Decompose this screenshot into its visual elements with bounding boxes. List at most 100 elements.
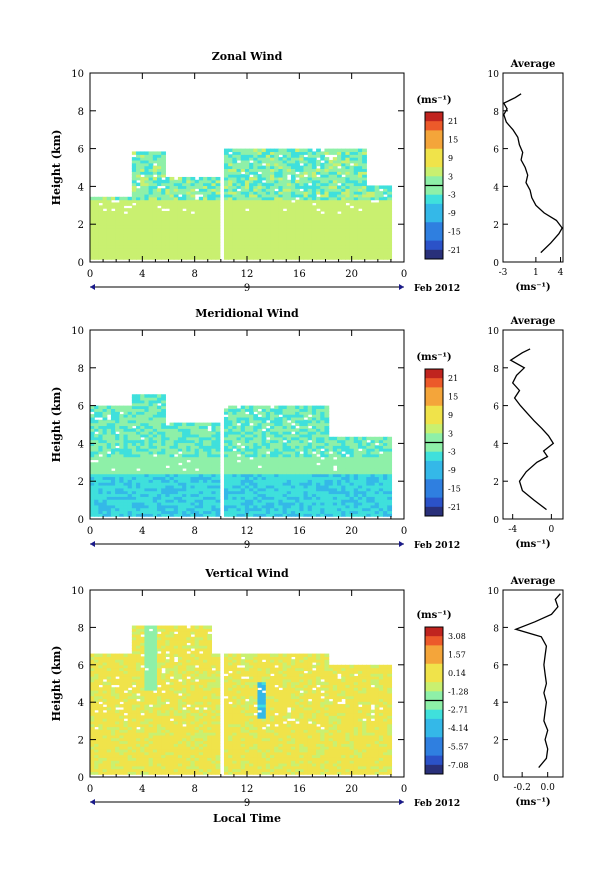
heatmap-cell xyxy=(224,149,229,152)
heatmap-cell xyxy=(157,406,162,409)
heatmap-cell xyxy=(295,406,300,409)
heatmap-cell xyxy=(329,160,334,163)
heatmap-cell xyxy=(253,414,258,417)
heatmap-cell xyxy=(324,157,329,160)
heatmap-cell xyxy=(287,149,292,152)
heatmap-cell xyxy=(366,442,371,445)
heatmap-cell xyxy=(375,202,380,205)
heatmap-cell xyxy=(165,425,170,428)
colorbar-swatch xyxy=(425,378,443,388)
heatmap-cell xyxy=(94,406,99,409)
heatmap-cell xyxy=(316,168,321,171)
heatmap-cell xyxy=(299,454,304,457)
heatmap-cell xyxy=(182,423,187,426)
heatmap-cell xyxy=(287,406,292,409)
heatmap-cell xyxy=(266,454,271,457)
colorbar-swatch xyxy=(425,176,443,186)
colorbar-tick-label: 3 xyxy=(448,172,453,181)
colorbar-swatch xyxy=(425,149,443,159)
heatmap-cell xyxy=(316,465,321,468)
heatmap-cell xyxy=(291,406,296,409)
heatmap-cell xyxy=(383,437,388,440)
x-tick-label: 12 xyxy=(241,526,254,537)
heatmap-cell xyxy=(195,200,200,203)
heatmap-cell xyxy=(379,437,384,440)
heatmap-cell xyxy=(211,177,216,180)
heatmap-cell xyxy=(308,185,313,188)
heatmap-cell xyxy=(337,168,342,171)
heatmap-cell xyxy=(136,188,141,191)
y-tick-label: 4 xyxy=(78,182,84,193)
heatmap-cell xyxy=(153,394,158,397)
heatmap-cell xyxy=(383,197,388,200)
heatmap-cell xyxy=(111,471,116,474)
colorbar-swatch xyxy=(425,406,443,416)
heatmap-cell xyxy=(241,406,246,409)
heatmap-cell xyxy=(174,457,179,460)
x-tick-label: 12 xyxy=(241,269,254,280)
y-tick-label: 6 xyxy=(78,402,84,413)
heatmap-cell xyxy=(283,406,288,409)
panel-title: Meridional Wind xyxy=(195,307,299,320)
heatmap-cell xyxy=(341,177,346,180)
heatmap-cell xyxy=(266,149,271,152)
heatmap-cell xyxy=(182,471,187,474)
x-tick-label: 8 xyxy=(191,526,197,537)
colorbar-tick-label: -9 xyxy=(448,466,456,475)
heatmap-cell xyxy=(136,394,141,397)
heatmap-cell xyxy=(304,406,309,409)
heatmap-cell xyxy=(262,406,267,409)
profile-y-tick-label: 10 xyxy=(488,70,500,80)
colorbar-swatch xyxy=(425,498,443,508)
heatmap-cell xyxy=(387,437,392,440)
heatmap-cell xyxy=(354,437,359,440)
heatmap-cell xyxy=(136,151,141,154)
colorbar-swatch xyxy=(425,424,443,434)
panel-title: Zonal Wind xyxy=(212,50,283,63)
heatmap-cell xyxy=(98,457,103,460)
heatmap-cell xyxy=(299,406,304,409)
x-tick-label: 8 xyxy=(191,269,197,280)
heatmap-cell xyxy=(232,406,237,409)
heatmap-cell xyxy=(140,177,145,180)
heatmap-cell xyxy=(375,445,380,448)
date-bar-end-marker xyxy=(399,541,404,547)
heatmap-cell xyxy=(274,406,279,409)
heatmap-cell xyxy=(270,408,275,411)
heatmap-cell xyxy=(94,434,99,437)
heatmap-cell xyxy=(291,425,296,428)
profile-y-tick-label: 8 xyxy=(493,108,499,118)
heatmap-cell xyxy=(249,163,254,166)
heatmap-cell xyxy=(98,197,103,200)
heatmap-cell xyxy=(308,406,313,409)
heatmap-cell xyxy=(199,177,204,180)
heatmap-cell xyxy=(228,406,233,409)
colorbar-swatch xyxy=(425,250,443,260)
heatmap-cell xyxy=(308,149,313,152)
y-tick-label: 4 xyxy=(78,439,84,450)
heatmap-cell xyxy=(216,423,221,426)
heatmap-cell xyxy=(170,423,175,426)
colorbar-swatch xyxy=(425,121,443,131)
heatmap-cell xyxy=(291,149,296,152)
heatmap-cell xyxy=(144,394,149,397)
heatmap-cell xyxy=(123,197,128,200)
colorbar-swatch xyxy=(425,507,443,517)
x-tick-label: 0 xyxy=(87,269,93,280)
heatmap-cell xyxy=(90,462,95,465)
heatmap-cell xyxy=(341,437,346,440)
heatmap-cell xyxy=(241,149,246,152)
heatmap-cell xyxy=(203,177,208,180)
heatmap-cell xyxy=(329,454,334,457)
colorbar-tick-label: -21 xyxy=(448,246,461,255)
heatmap-cell xyxy=(165,468,170,471)
heatmap-cell xyxy=(320,163,325,166)
colorbar-tick-label: -3 xyxy=(448,191,456,200)
heatmap-cell xyxy=(123,214,128,217)
heatmap-cell xyxy=(308,428,313,431)
heatmap-cell xyxy=(350,437,355,440)
heatmap-cell xyxy=(320,451,325,454)
